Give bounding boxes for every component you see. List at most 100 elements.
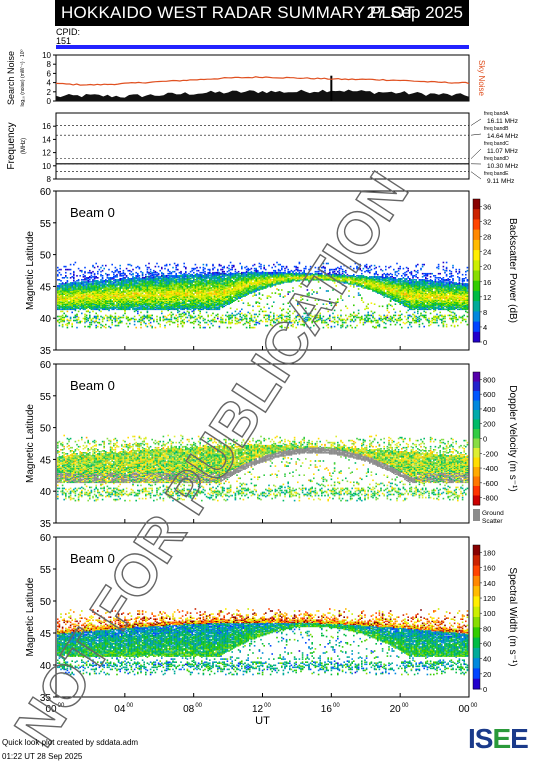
power-cell xyxy=(114,319,117,322)
power-cell xyxy=(149,297,152,299)
power-cell xyxy=(132,278,134,280)
power-cell xyxy=(143,295,145,297)
power-cell xyxy=(73,319,75,322)
power-cell xyxy=(138,308,141,311)
power-cell xyxy=(140,289,142,291)
power-cell xyxy=(106,290,109,292)
power-cell xyxy=(183,289,185,291)
power-cell xyxy=(255,318,257,321)
power-cell xyxy=(148,322,150,325)
power-cell xyxy=(183,322,185,325)
power-cell xyxy=(173,275,176,277)
power-cell xyxy=(137,285,139,287)
power-cell xyxy=(183,275,185,277)
power-cell xyxy=(57,302,59,304)
power-cell xyxy=(65,294,67,296)
power-cell xyxy=(159,285,161,287)
power-cell xyxy=(68,307,70,310)
power-cell xyxy=(225,314,227,317)
power-cell xyxy=(74,296,77,298)
power-cell xyxy=(66,303,69,305)
power-cell xyxy=(63,283,65,285)
power-cell xyxy=(172,301,174,303)
power-cell xyxy=(130,292,133,294)
power-cell xyxy=(95,319,97,322)
power-cell xyxy=(127,285,129,287)
power-cell xyxy=(101,304,104,307)
power-cell xyxy=(186,277,189,279)
power-cell xyxy=(241,265,243,268)
power-cell xyxy=(245,278,248,280)
power-cell xyxy=(231,321,233,324)
power-cell xyxy=(172,295,174,297)
power-cell xyxy=(93,297,96,299)
power-cell xyxy=(92,297,94,299)
power-cell xyxy=(92,288,94,290)
power-cell xyxy=(103,316,105,319)
power-cell xyxy=(65,306,67,309)
power-cell xyxy=(164,315,166,318)
power-cell xyxy=(121,294,123,296)
power-cell xyxy=(252,326,254,329)
power-cell xyxy=(212,280,214,282)
power-cell xyxy=(258,297,261,299)
power-cell xyxy=(132,276,134,278)
power-cell xyxy=(116,268,118,271)
power-cell xyxy=(125,280,128,282)
power-cell xyxy=(65,288,67,290)
power-cell xyxy=(143,290,145,292)
power-cell xyxy=(169,263,171,266)
power-cell xyxy=(143,315,145,318)
power-cell xyxy=(113,282,115,284)
power-cell xyxy=(170,276,173,278)
power-cell xyxy=(68,290,70,292)
power-cell xyxy=(143,277,145,279)
power-cell xyxy=(137,275,139,277)
power-cell xyxy=(106,288,109,290)
power-cell xyxy=(57,320,59,323)
power-cell xyxy=(164,300,166,302)
power-cell xyxy=(172,288,174,290)
power-cell xyxy=(98,289,101,291)
power-cell xyxy=(263,306,265,309)
power-cell xyxy=(66,318,69,321)
power-cell xyxy=(247,321,249,324)
power-cell xyxy=(122,295,125,297)
power-cell xyxy=(172,294,174,296)
power-cell xyxy=(73,307,75,310)
power-cell xyxy=(105,293,107,295)
power-cell xyxy=(57,266,59,269)
power-cell xyxy=(100,297,102,299)
power-cell xyxy=(159,287,161,289)
power-cell xyxy=(169,299,171,301)
power-cell xyxy=(129,278,131,280)
power-cell xyxy=(149,278,152,280)
power-cell xyxy=(82,290,85,292)
power-cell xyxy=(66,291,69,293)
power-cell xyxy=(269,271,272,274)
power-cell xyxy=(58,287,61,289)
power-cell xyxy=(260,308,262,311)
power-cell xyxy=(161,295,163,297)
power-cell xyxy=(61,324,64,327)
power-cell xyxy=(90,301,93,303)
power-cell xyxy=(84,303,86,305)
power-cell xyxy=(61,282,64,284)
power-cell xyxy=(92,310,94,313)
power-cell xyxy=(237,270,240,273)
power-cell xyxy=(226,298,229,300)
power-cell xyxy=(234,314,237,317)
power-cell xyxy=(108,281,110,283)
power-cell xyxy=(148,283,150,285)
power-cell xyxy=(173,306,176,309)
power-cell xyxy=(257,287,259,289)
power-cell xyxy=(114,269,117,272)
power-cell xyxy=(93,272,96,275)
power-cell xyxy=(162,272,165,275)
power-cell xyxy=(156,273,158,276)
frequency-band-name: freq bandE xyxy=(484,171,509,177)
power-cell xyxy=(149,300,152,302)
frequency-band-leader xyxy=(470,133,482,136)
power-cell xyxy=(71,296,73,298)
power-cell xyxy=(117,298,120,300)
